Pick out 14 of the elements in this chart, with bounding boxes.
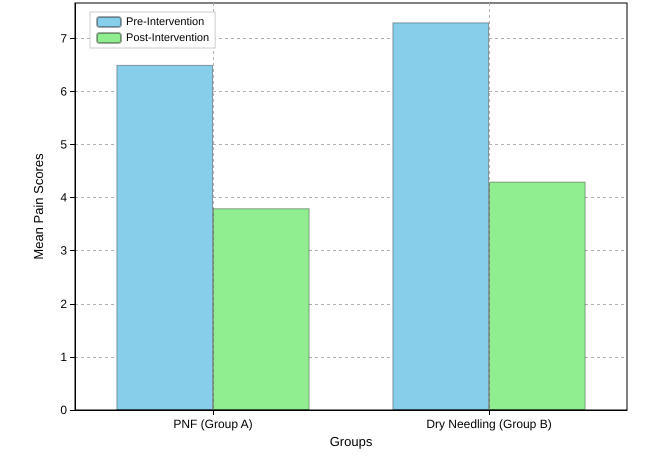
legend-label: Post-Intervention	[126, 32, 210, 44]
y-axis-title: Mean Pain Scores	[31, 152, 46, 260]
x-tick-label: Dry Needling (Group B)	[426, 417, 552, 431]
y-tick-label: 0	[60, 403, 68, 417]
y-tick-label: 5	[60, 138, 68, 152]
y-tick-label: 2	[60, 296, 68, 311]
y-tick-label: 4	[60, 190, 68, 205]
x-axis-title: Groups	[330, 434, 373, 449]
y-tick-label: 1	[60, 350, 68, 364]
y-tick-label: 3	[60, 244, 68, 258]
legend-label: Pre-Intervention	[126, 16, 204, 28]
y-tick-label: 6	[60, 84, 68, 98]
y-tick-label: 7	[60, 31, 68, 46]
x-tick-label: PNF (Group A)	[173, 417, 253, 431]
